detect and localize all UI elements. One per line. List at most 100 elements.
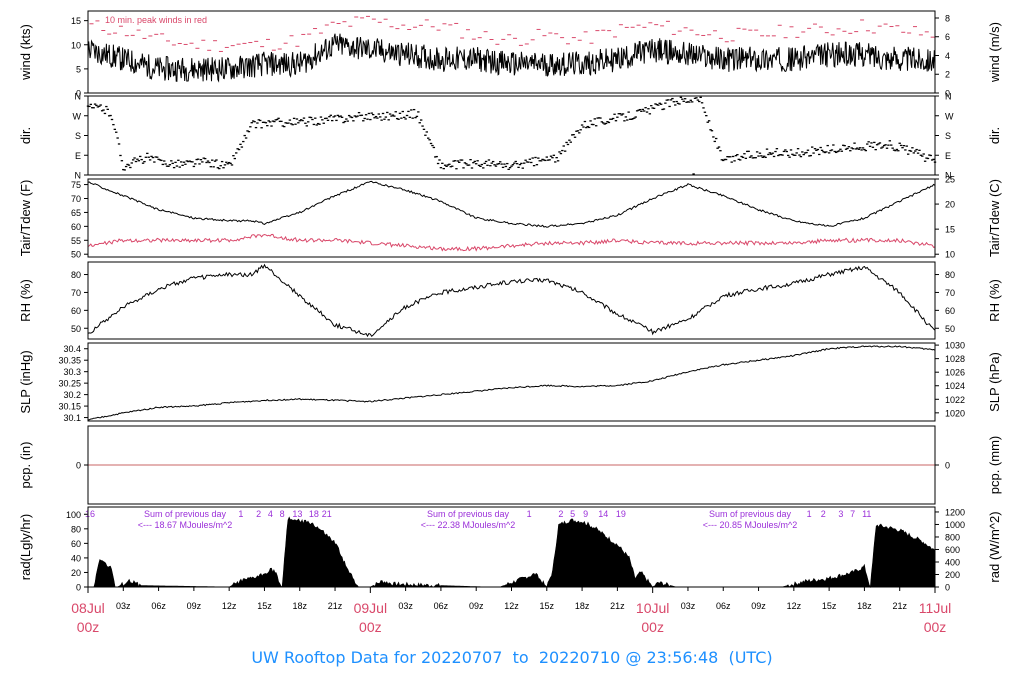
left-tick-label-rad: 80: [71, 524, 81, 534]
left-tick-label-slp: 30.4: [63, 344, 81, 354]
sum-label-value: <--- 20.85 MJoules/m^2: [703, 520, 798, 530]
rad-hour-mark: 1: [238, 509, 243, 519]
rad-hour-mark: 1: [807, 509, 812, 519]
right-tick-label-rad: 1000: [945, 520, 965, 530]
left-tick-label-wind: 10: [71, 40, 81, 50]
right-tick-label-rh: 50: [945, 324, 955, 334]
rad-hour-mark: 9: [583, 509, 588, 519]
footer-time: 23:56:48: [646, 648, 719, 667]
right-tick-label-dir: S: [945, 131, 951, 141]
ylabel-left-pcp: pcp. (in): [18, 442, 33, 489]
right-tick-label-temp: 20: [945, 200, 955, 210]
right-tick-label-wind: 8: [945, 13, 950, 23]
left-tick-label-temp: 65: [71, 208, 81, 218]
footer-at: @: [625, 648, 642, 667]
ylabel-left-temp: Tair/Tdew (F): [18, 180, 33, 257]
panel-frame-rh: [87, 261, 936, 340]
x-hour-label: 03z: [681, 601, 696, 611]
rad-hour-mark: 19: [616, 509, 626, 519]
left-tick-label-dir: S: [75, 131, 81, 141]
right-tick-label-rad: 200: [945, 570, 960, 580]
rad-hour-mark: 18: [309, 509, 319, 519]
ylabel-left-wind: wind (kts): [18, 24, 33, 81]
ylabel-right-temp: Tair/Tdew (C): [987, 179, 1002, 257]
footer-zone: (UTC): [728, 648, 773, 667]
series-temp-0: [87, 180, 936, 228]
x-hour-label: 15z: [257, 601, 272, 611]
right-tick-label-slp: 1028: [945, 354, 965, 364]
x-hour-label: 18z: [857, 601, 872, 611]
left-tick-label-temp: 60: [71, 222, 81, 232]
x-hour-label: 21z: [892, 601, 907, 611]
right-tick-label-wind: 2: [945, 70, 950, 80]
rad-hour-mark: 13: [292, 509, 302, 519]
rad-hour-mark: 2: [256, 509, 261, 519]
ylabel-right-rad: rad (W/m^2): [987, 511, 1002, 582]
x-day-sublabel: 00z: [359, 619, 382, 635]
left-tick-label-temp: 70: [71, 194, 81, 204]
ylabel-left-rad: rad(Lgly/hr): [18, 514, 33, 580]
left-tick-label-slp: 30.25: [58, 379, 81, 389]
left-tick-label-dir: W: [73, 111, 82, 121]
x-hour-label: 21z: [328, 601, 343, 611]
right-tick-label-slp: 1022: [945, 395, 965, 405]
right-tick-label-rad: 600: [945, 545, 960, 555]
x-hour-label: 03z: [398, 601, 413, 611]
rad-hour-mark: 1: [527, 509, 532, 519]
x-hour-label: 09z: [751, 601, 766, 611]
right-tick-label-rad: 1200: [945, 507, 965, 517]
sum-label-title: Sum of previous day: [427, 509, 510, 519]
left-tick-label-temp: 50: [71, 250, 81, 260]
left-tick-label-wind: 0: [76, 89, 81, 99]
rad-hour-mark: 3: [838, 509, 843, 519]
right-tick-label-slp: 1030: [945, 341, 965, 351]
panel-frame-wind: [87, 10, 936, 94]
series-slp-0: [87, 345, 936, 421]
left-tick-label-pcp: 0: [76, 461, 81, 471]
x-hour-label: 06z: [151, 601, 166, 611]
ylabel-right-slp: SLP (hPa): [987, 352, 1002, 412]
left-tick-label-slp: 30.35: [58, 356, 81, 366]
rad-hour-mark: 5: [570, 509, 575, 519]
rad-hour-mark: 21: [322, 509, 332, 519]
sum-label-title: Sum of previous day: [709, 509, 792, 519]
right-tick-label-pcp: 0: [945, 461, 950, 471]
left-tick-label-wind: 15: [71, 16, 81, 26]
rad-hour-mark: 4: [268, 509, 273, 519]
rad-hour-mark: 2: [558, 509, 563, 519]
rad-hour-mark: 11: [862, 509, 871, 519]
left-tick-label-dir: E: [75, 151, 81, 161]
right-tick-label-slp: 1024: [945, 381, 965, 391]
series-temp-1: [87, 233, 936, 252]
ylabel-right-dir: dir.: [987, 127, 1002, 144]
left-tick-label-rad: 60: [71, 539, 81, 549]
ylabel-right-rh: RH (%): [987, 279, 1002, 322]
left-tick-label-dir: N: [75, 92, 82, 102]
x-hour-label: 09z: [187, 601, 202, 611]
rad-hour-mark: 7: [850, 509, 855, 519]
left-tick-label-dir: N: [75, 171, 82, 181]
panel-frame-slp: [87, 342, 936, 422]
left-tick-label-slp: 30.15: [58, 402, 81, 412]
right-tick-label-slp: 1020: [945, 408, 965, 418]
panel-frame-pcp: [87, 425, 936, 505]
x-day-sublabel: 00z: [641, 619, 664, 635]
right-tick-label-dir: N: [945, 92, 952, 102]
rad-hour-mark: 14: [598, 509, 608, 519]
right-tick-label-rh: 70: [945, 288, 955, 298]
x-hour-label: 18z: [292, 601, 307, 611]
sum-label-value: <--- 18.67 MJoules/m^2: [138, 520, 233, 530]
x-day-label: 10Jul: [636, 600, 669, 616]
ylabel-right-wind: wind (m/s): [987, 22, 1002, 83]
left-tick-label-rad: 0: [76, 583, 81, 593]
left-tick-label-slp: 30.3: [63, 367, 81, 377]
sum-label-title: Sum of previous day: [144, 509, 227, 519]
left-tick-label-rad: 20: [71, 568, 81, 578]
right-tick-label-temp: 25: [945, 175, 955, 185]
x-hour-label: 06z: [434, 601, 449, 611]
panel-frame-dir: [87, 95, 936, 176]
footer-prefix: UW Rooftop Data for: [251, 648, 416, 667]
ylabel-left-rh: RH (%): [18, 279, 33, 322]
x-hour-label: 12z: [504, 601, 519, 611]
right-tick-label-rh: 80: [945, 270, 955, 280]
